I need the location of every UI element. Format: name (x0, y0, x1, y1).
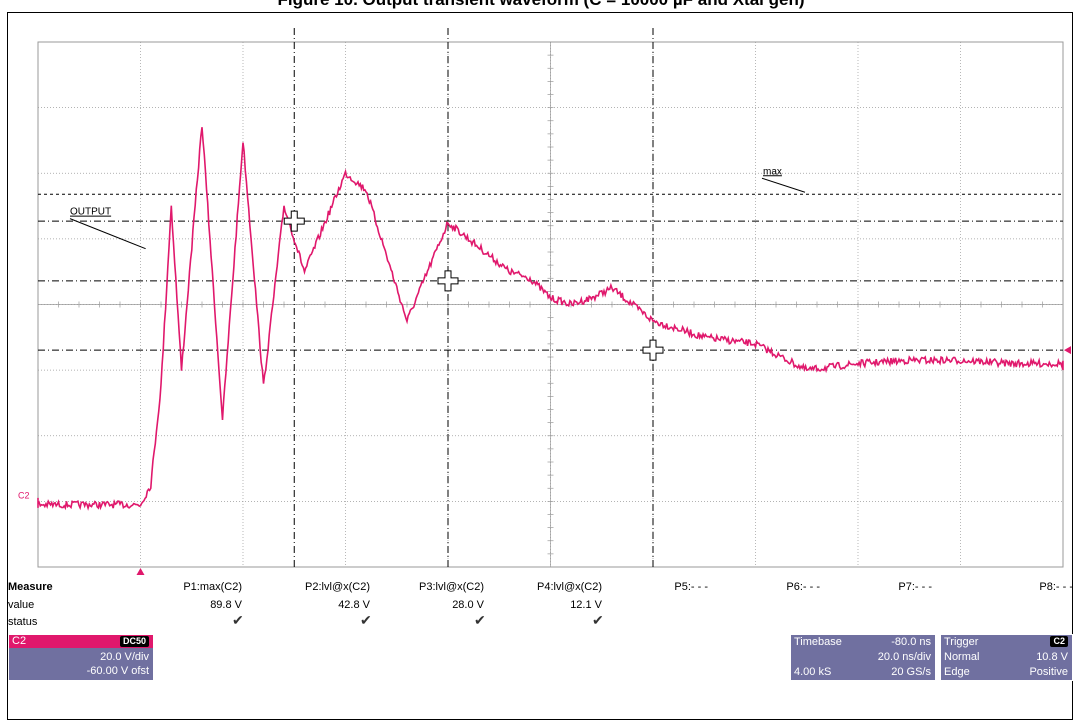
channel-box-header (9, 635, 153, 648)
output-label: OUTPUT (70, 207, 111, 218)
trigger-label: Trigger (944, 636, 979, 648)
cursor-lines (293, 28, 654, 567)
measure-heading: Measure (8, 581, 53, 593)
measure-row-status: status (8, 616, 38, 628)
measure-param-value: 89.8 V (210, 599, 242, 611)
timebase-rate: 20 GS/s (891, 666, 931, 678)
measure-param-value: 12.1 V (570, 599, 602, 611)
timebase-delay: -80.0 ns (891, 636, 931, 648)
trigger-level: 10.8 V (1036, 651, 1068, 663)
status-check-icon: ✔ (474, 612, 486, 628)
trigger-mode: Normal (944, 651, 980, 663)
coupling-badge: DC50 (119, 636, 149, 647)
timebase-box[interactable]: Timebase -80.0 ns 20.0 ns/div 4.00 kS 20… (790, 634, 936, 681)
figure-title: Figure 10. Output transient waveform (C … (0, 0, 1082, 10)
measure-param-label: P4:lvl@x(C2) (537, 581, 602, 593)
scope-frame (7, 12, 1073, 720)
trace-c2 (37, 127, 1064, 511)
trigger-channel-badge: C2 (1050, 636, 1068, 647)
status-check-icon: ✔ (360, 612, 372, 628)
measure-row-value: value (8, 599, 35, 611)
status-check-icon: ✔ (232, 612, 244, 628)
channel-offset: -60.00 V ofst (86, 665, 149, 677)
cursor-marker (283, 210, 305, 232)
timebase-label: Timebase (794, 636, 842, 648)
measure-param-value: 28.0 V (452, 599, 484, 611)
measure-param-label: P6:- - - (786, 581, 820, 593)
trigger-slope: Positive (1029, 666, 1068, 678)
trigger-box[interactable]: Trigger C2 Normal 10.8 V Edge Positive (940, 634, 1073, 681)
measure-param-value: 42.8 V (338, 599, 370, 611)
channel-scale: 20.0 V/div (100, 651, 149, 663)
trigger-type: Edge (944, 666, 970, 678)
output-leader (69, 218, 146, 250)
measure-param-label: P8:- - - (1039, 581, 1073, 593)
trigger-position-marker (136, 568, 145, 575)
grid (37, 41, 1064, 568)
cursor-marker (642, 339, 664, 361)
timebase-samples: 4.00 kS (794, 666, 832, 678)
channel-label: C2 (18, 490, 30, 500)
measure-param-label: P3:lvl@x(C2) (419, 581, 484, 593)
measure-param-label: P1:max(C2) (183, 581, 242, 593)
timebase-scale: 20.0 ns/div (877, 651, 931, 663)
cursor-markers (283, 210, 664, 361)
measure-param-label: P7:- - - (898, 581, 932, 593)
cursor-marker (437, 270, 459, 292)
status-check-icon: ✔ (592, 612, 604, 628)
trigger-level-marker (1064, 346, 1071, 355)
measure-param-label: P2:lvl@x(C2) (305, 581, 370, 593)
max-label: max (763, 166, 782, 177)
annotations: max OUTPUT C2 (18, 166, 1071, 575)
max-leader (761, 177, 806, 193)
channel-name: C2 (12, 635, 27, 647)
measure-param-label: P5:- - - (674, 581, 708, 593)
channel-box[interactable]: C2 DC50 20.0 V/div -60.00 V ofst (8, 634, 154, 681)
